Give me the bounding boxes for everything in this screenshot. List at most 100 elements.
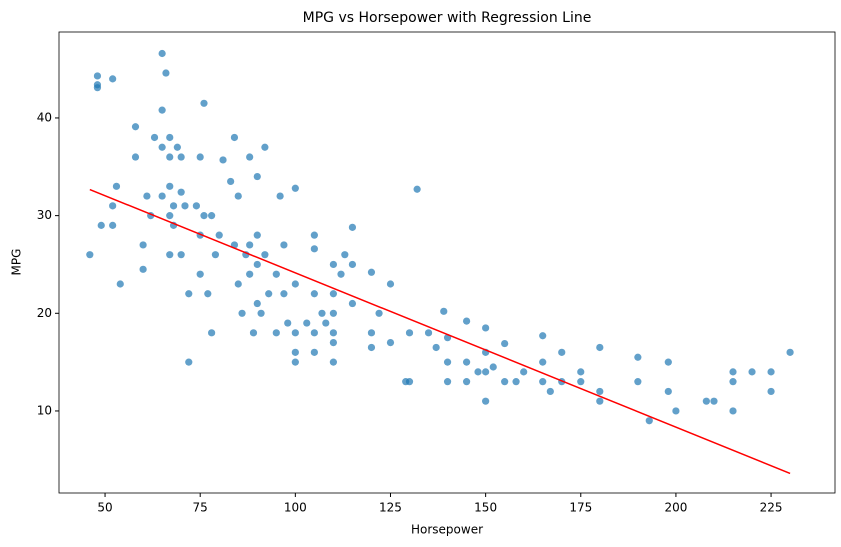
point: [291, 358, 299, 366]
x-tick-label: 100: [284, 501, 307, 515]
point: [291, 280, 299, 288]
point: [348, 223, 357, 231]
point: [501, 378, 509, 386]
point: [219, 156, 227, 164]
point: [227, 177, 235, 186]
point: [238, 309, 246, 317]
chart-title: MPG vs Horsepower with Regression Line: [303, 10, 592, 26]
point: [520, 368, 528, 376]
point: [664, 387, 672, 396]
point: [192, 202, 200, 210]
y-tick-label: 10: [37, 403, 52, 417]
y-tick-label: 30: [37, 208, 52, 222]
x-tick-label: 200: [664, 501, 687, 515]
point: [246, 270, 254, 278]
point: [143, 192, 151, 200]
point: [234, 192, 242, 200]
point: [310, 348, 318, 356]
point: [501, 339, 509, 348]
point: [97, 221, 105, 229]
point: [181, 202, 189, 210]
x-tick-label: 225: [760, 501, 783, 515]
point: [512, 378, 520, 386]
point: [166, 153, 174, 161]
point: [405, 329, 414, 337]
point: [634, 353, 642, 361]
point: [596, 397, 604, 405]
point: [215, 231, 223, 239]
point: [482, 324, 490, 332]
point: [367, 329, 376, 337]
point: [291, 348, 299, 356]
point: [462, 358, 471, 366]
point: [109, 221, 117, 229]
y-tick-label: 20: [37, 306, 52, 320]
point: [310, 231, 318, 239]
x-tick-label: 150: [474, 501, 497, 515]
point: [185, 358, 193, 366]
point: [329, 338, 337, 347]
point: [116, 280, 124, 288]
point: [173, 143, 181, 151]
point: [405, 378, 414, 386]
point: [162, 69, 170, 77]
point: [348, 299, 357, 308]
point: [348, 260, 357, 269]
point: [112, 182, 121, 190]
point: [310, 329, 318, 337]
point: [474, 368, 482, 376]
point: [166, 251, 174, 259]
point: [86, 251, 94, 259]
point: [729, 368, 737, 376]
point: [230, 133, 239, 142]
point: [367, 268, 376, 276]
y-axis-label: MPG: [10, 249, 24, 276]
point: [303, 319, 311, 327]
regression-line: [89, 188, 791, 475]
point: [558, 348, 566, 356]
x-axis-label: Horsepower: [411, 523, 483, 537]
x-tick-label: 175: [569, 501, 592, 515]
point: [489, 363, 497, 371]
point: [386, 338, 395, 347]
point: [246, 241, 254, 249]
point: [158, 106, 166, 114]
x-tick-label: 125: [379, 501, 402, 515]
point: [672, 407, 680, 415]
point: [253, 299, 261, 308]
point: [767, 368, 775, 376]
point: [291, 184, 299, 192]
point: [482, 368, 490, 376]
point: [109, 202, 117, 210]
point: [246, 153, 254, 161]
point: [177, 251, 185, 259]
point: [109, 75, 117, 83]
point: [265, 290, 273, 298]
point: [177, 153, 185, 161]
point: [329, 260, 337, 269]
point: [261, 143, 269, 151]
point: [767, 387, 775, 396]
x-tick-label: 50: [97, 501, 112, 515]
point: [211, 251, 220, 259]
point: [664, 358, 672, 366]
point: [253, 231, 261, 239]
point: [413, 185, 421, 193]
point: [249, 329, 258, 337]
point: [204, 290, 212, 298]
point: [166, 212, 174, 220]
point: [329, 290, 337, 298]
point: [539, 332, 547, 340]
point: [318, 309, 326, 317]
x-tick-label: 75: [193, 501, 208, 515]
point: [310, 245, 318, 253]
point: [150, 133, 159, 142]
point: [386, 280, 395, 288]
point: [276, 192, 284, 200]
point: [645, 417, 653, 425]
point: [443, 378, 452, 386]
point: [337, 270, 345, 278]
point: [443, 358, 452, 366]
point: [748, 368, 756, 376]
point: [131, 153, 140, 161]
